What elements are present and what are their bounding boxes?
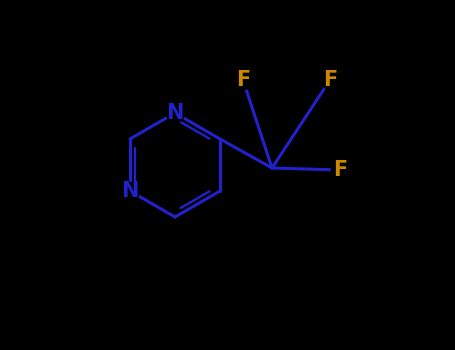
Text: F: F bbox=[323, 70, 337, 90]
Text: F: F bbox=[236, 70, 250, 90]
Text: N: N bbox=[121, 181, 139, 201]
Text: F: F bbox=[333, 160, 347, 180]
Text: N: N bbox=[167, 103, 184, 123]
